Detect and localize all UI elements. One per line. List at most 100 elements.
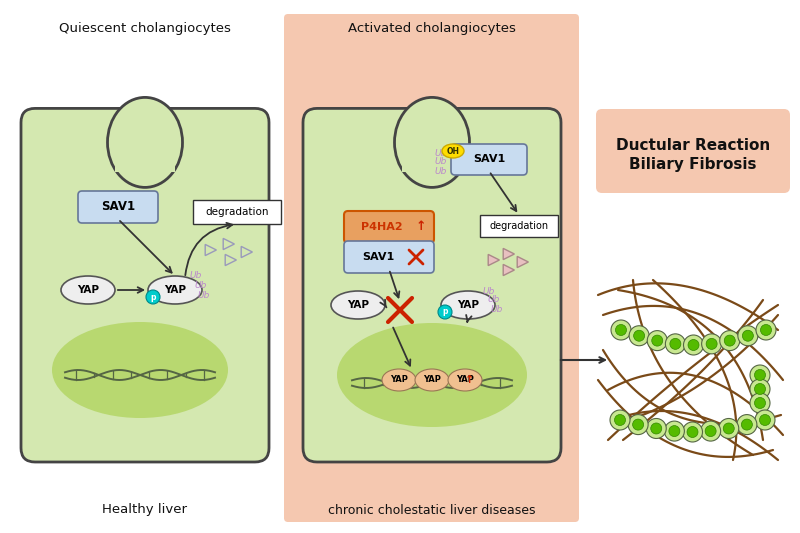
Ellipse shape bbox=[718, 418, 738, 439]
Ellipse shape bbox=[52, 322, 228, 418]
Ellipse shape bbox=[742, 419, 752, 430]
Ellipse shape bbox=[442, 144, 464, 158]
Text: YAP: YAP bbox=[347, 300, 369, 310]
Text: Activated cholangiocytes: Activated cholangiocytes bbox=[348, 22, 516, 35]
Ellipse shape bbox=[611, 320, 631, 340]
FancyBboxPatch shape bbox=[303, 108, 561, 462]
Text: Ub: Ub bbox=[194, 280, 206, 289]
FancyBboxPatch shape bbox=[284, 14, 579, 522]
Ellipse shape bbox=[738, 326, 758, 346]
Ellipse shape bbox=[415, 369, 449, 391]
Ellipse shape bbox=[670, 338, 681, 349]
Text: ↑: ↑ bbox=[416, 221, 426, 233]
FancyBboxPatch shape bbox=[78, 191, 158, 223]
Ellipse shape bbox=[666, 334, 686, 354]
Ellipse shape bbox=[669, 425, 680, 437]
Text: P4HA2: P4HA2 bbox=[361, 222, 403, 232]
Text: degradation: degradation bbox=[206, 207, 269, 217]
Text: Ub: Ub bbox=[490, 305, 502, 314]
Text: Healthy liver: Healthy liver bbox=[102, 504, 187, 516]
Ellipse shape bbox=[148, 276, 202, 304]
Text: Ub: Ub bbox=[434, 166, 447, 175]
Ellipse shape bbox=[723, 423, 734, 434]
Ellipse shape bbox=[705, 425, 716, 437]
Text: YAP: YAP bbox=[457, 300, 479, 310]
FancyBboxPatch shape bbox=[596, 109, 790, 193]
Text: Ub: Ub bbox=[434, 149, 447, 157]
Ellipse shape bbox=[755, 410, 775, 430]
Text: YAP: YAP bbox=[164, 285, 186, 295]
Ellipse shape bbox=[754, 384, 766, 394]
Polygon shape bbox=[503, 248, 514, 260]
Ellipse shape bbox=[701, 421, 721, 441]
Ellipse shape bbox=[634, 330, 645, 341]
FancyBboxPatch shape bbox=[402, 142, 462, 172]
Text: ↑: ↑ bbox=[466, 375, 474, 385]
Ellipse shape bbox=[146, 290, 160, 304]
Ellipse shape bbox=[610, 410, 630, 430]
Text: Ub: Ub bbox=[434, 157, 447, 166]
Text: SAV1: SAV1 bbox=[101, 200, 135, 214]
Text: Ub: Ub bbox=[197, 290, 210, 300]
Ellipse shape bbox=[756, 320, 776, 340]
Ellipse shape bbox=[646, 418, 666, 439]
Ellipse shape bbox=[394, 98, 470, 188]
Ellipse shape bbox=[337, 323, 527, 427]
Ellipse shape bbox=[750, 379, 770, 399]
Ellipse shape bbox=[702, 334, 722, 354]
FancyBboxPatch shape bbox=[193, 200, 281, 224]
FancyBboxPatch shape bbox=[115, 142, 175, 172]
Ellipse shape bbox=[754, 398, 766, 408]
FancyBboxPatch shape bbox=[21, 108, 269, 462]
Text: p: p bbox=[442, 308, 448, 317]
FancyBboxPatch shape bbox=[480, 215, 558, 237]
Ellipse shape bbox=[750, 365, 770, 385]
Ellipse shape bbox=[448, 369, 482, 391]
Text: degradation: degradation bbox=[490, 221, 549, 231]
Text: Ub: Ub bbox=[189, 271, 202, 280]
Text: SAV1: SAV1 bbox=[362, 252, 394, 262]
Ellipse shape bbox=[331, 291, 385, 319]
Text: Ductular Reaction
Biliary Fibrosis: Ductular Reaction Biliary Fibrosis bbox=[616, 138, 770, 172]
Ellipse shape bbox=[628, 415, 648, 434]
Ellipse shape bbox=[382, 369, 416, 391]
Text: Ub: Ub bbox=[487, 295, 499, 304]
Ellipse shape bbox=[687, 426, 698, 438]
FancyBboxPatch shape bbox=[344, 211, 434, 243]
Ellipse shape bbox=[754, 369, 766, 381]
Ellipse shape bbox=[633, 419, 644, 430]
Ellipse shape bbox=[724, 335, 735, 346]
Text: YAP: YAP bbox=[77, 285, 99, 295]
Text: SAV1: SAV1 bbox=[473, 154, 505, 164]
Ellipse shape bbox=[720, 330, 740, 351]
Polygon shape bbox=[518, 256, 528, 268]
Polygon shape bbox=[488, 254, 499, 265]
Ellipse shape bbox=[650, 423, 662, 434]
Ellipse shape bbox=[682, 422, 702, 442]
Ellipse shape bbox=[61, 276, 115, 304]
Ellipse shape bbox=[647, 330, 667, 351]
Ellipse shape bbox=[683, 335, 703, 355]
Text: p: p bbox=[150, 293, 156, 302]
Text: chronic cholestatic liver diseases: chronic cholestatic liver diseases bbox=[328, 504, 536, 516]
FancyBboxPatch shape bbox=[344, 241, 434, 273]
Ellipse shape bbox=[441, 291, 495, 319]
Text: OH: OH bbox=[446, 147, 459, 156]
Ellipse shape bbox=[759, 415, 770, 425]
Ellipse shape bbox=[688, 340, 699, 351]
Ellipse shape bbox=[652, 335, 662, 346]
Ellipse shape bbox=[761, 325, 771, 335]
Ellipse shape bbox=[629, 326, 649, 346]
FancyBboxPatch shape bbox=[451, 144, 527, 175]
Ellipse shape bbox=[742, 330, 754, 341]
Text: YAP: YAP bbox=[390, 376, 408, 384]
Ellipse shape bbox=[438, 305, 452, 319]
Ellipse shape bbox=[615, 325, 626, 335]
Ellipse shape bbox=[737, 415, 757, 434]
Text: YAP: YAP bbox=[423, 376, 441, 384]
Text: Ub: Ub bbox=[482, 287, 494, 295]
Text: Quiescent cholangiocytes: Quiescent cholangiocytes bbox=[59, 22, 231, 35]
Ellipse shape bbox=[664, 421, 684, 441]
Ellipse shape bbox=[614, 415, 626, 425]
Text: YAP: YAP bbox=[456, 376, 474, 384]
